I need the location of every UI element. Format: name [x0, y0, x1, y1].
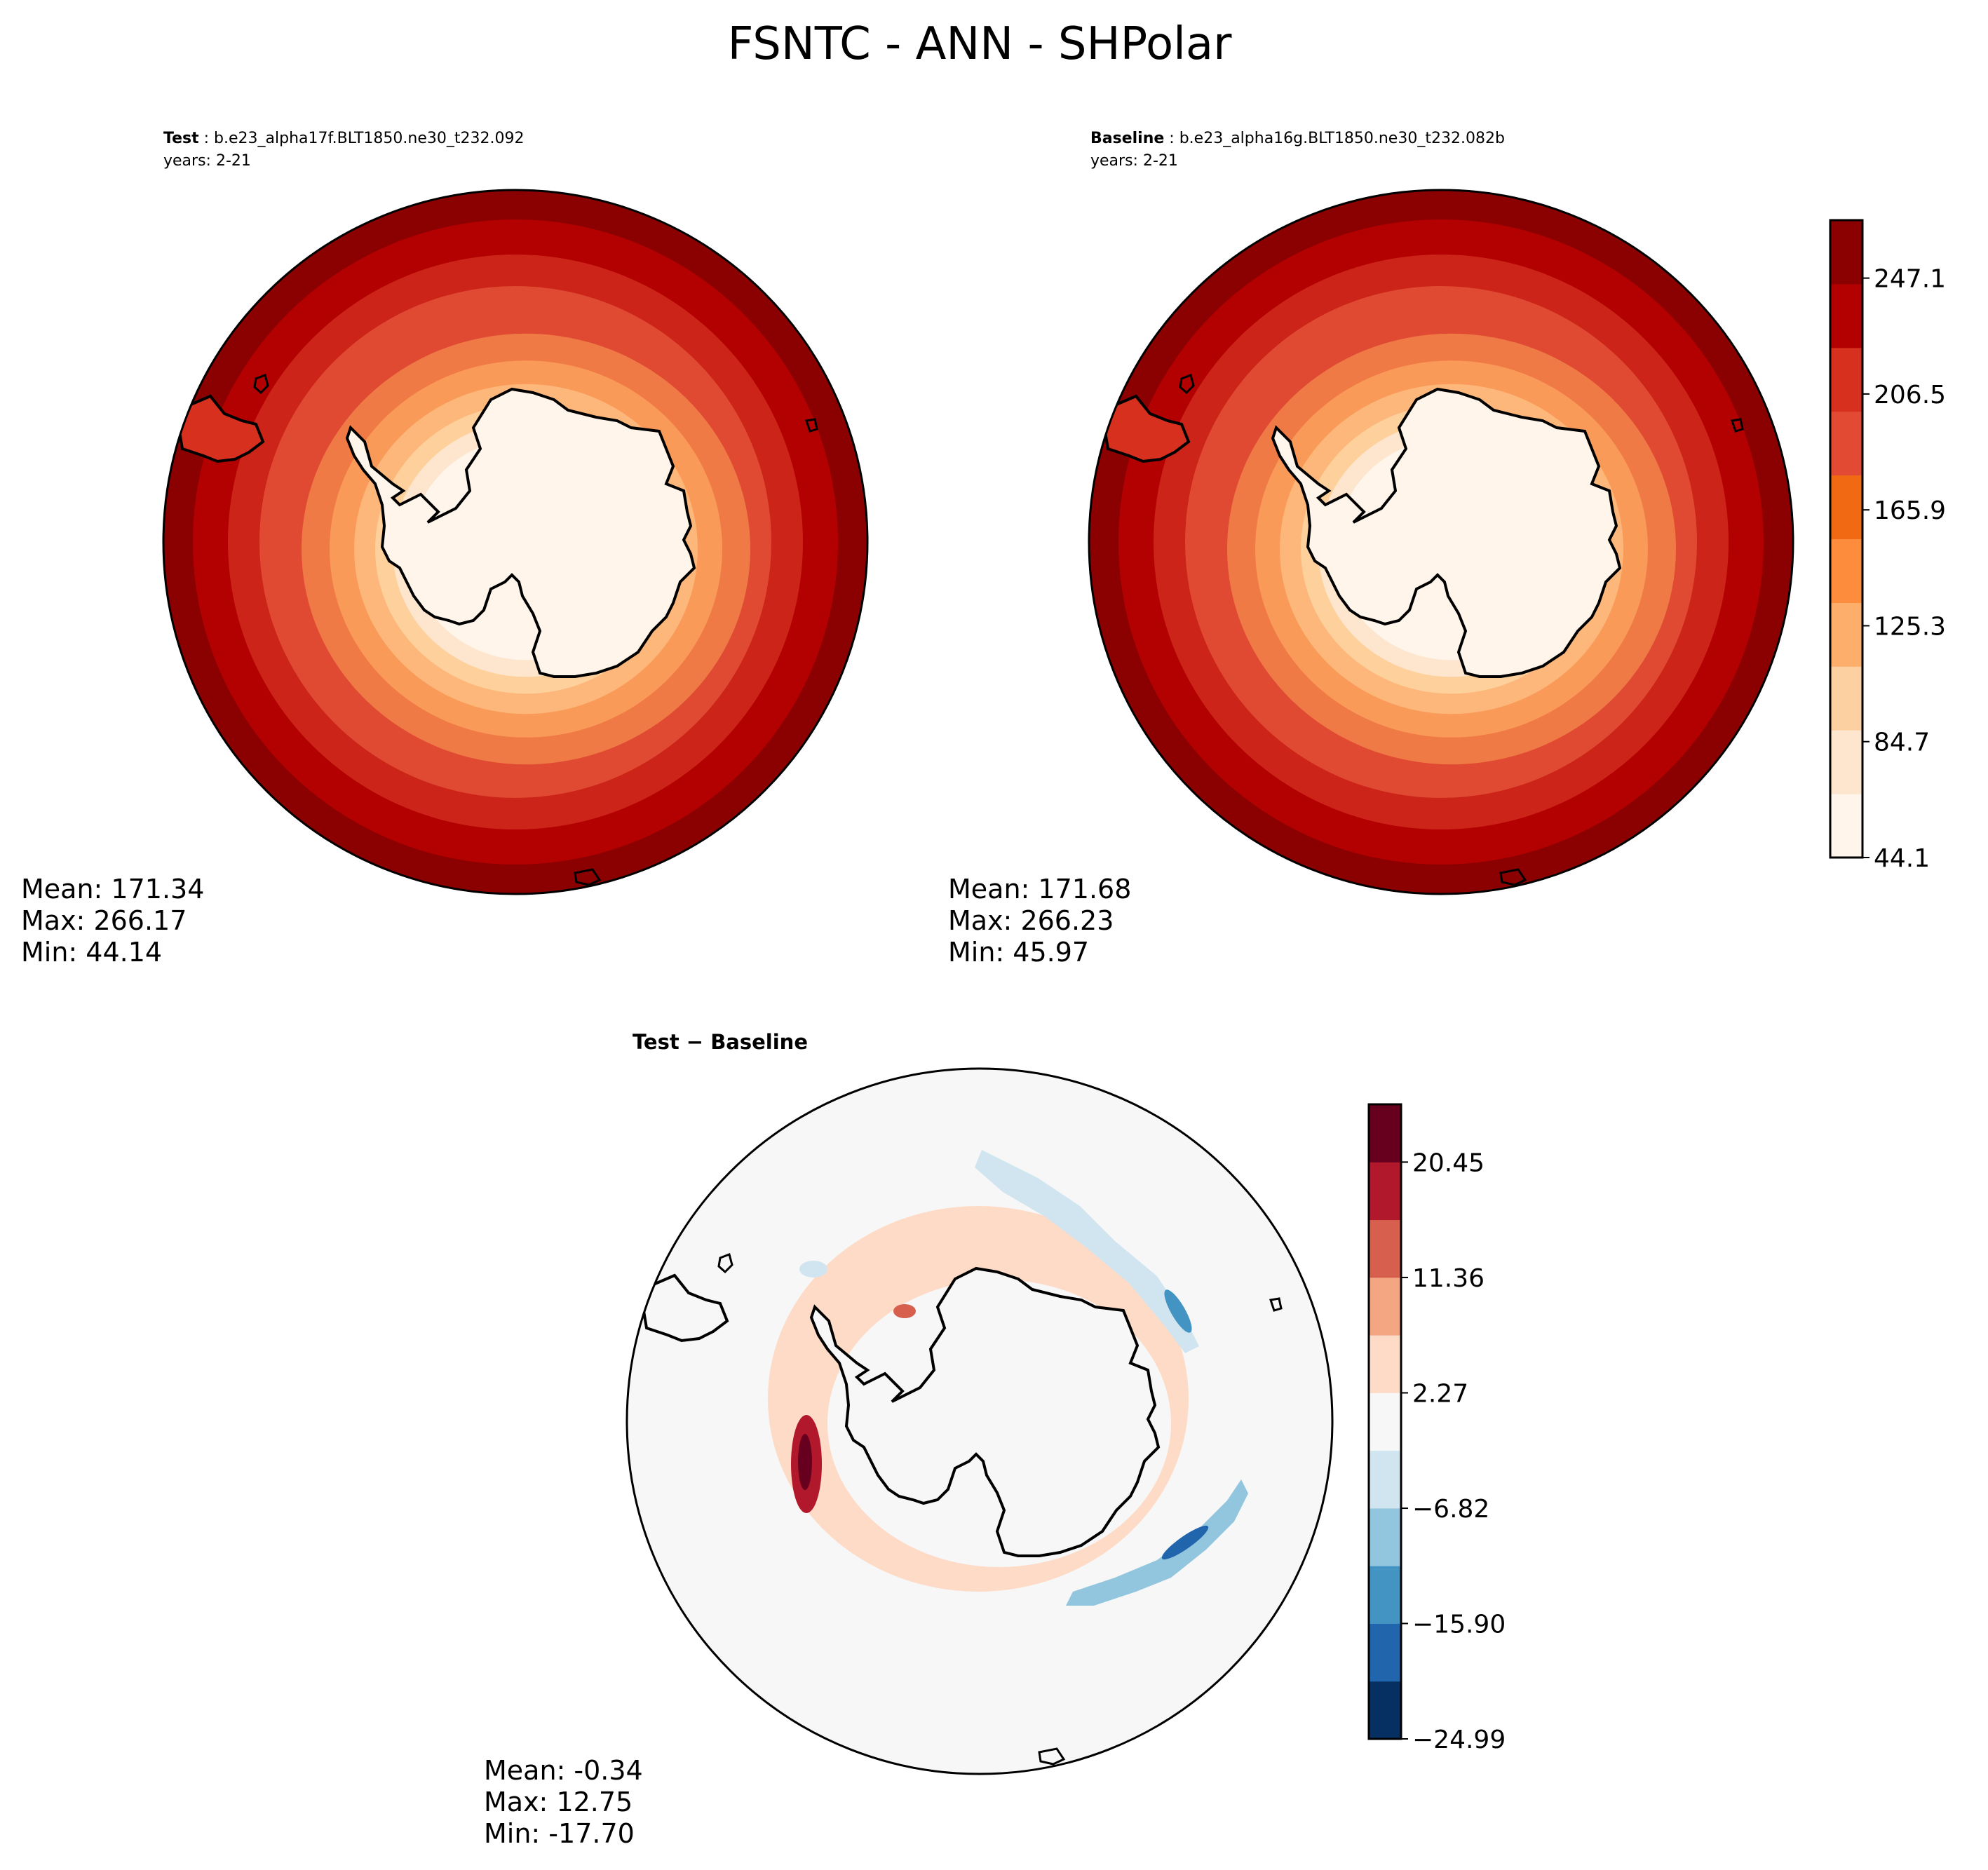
colorbar-frame — [1829, 219, 1864, 859]
svg-text:Test : b.e23_alpha17f.BL: Test : b.e23_alpha17f.BLT1850.ne30_t232.… — [163, 130, 524, 147]
colorbar-segment — [1369, 1681, 1401, 1740]
test-stat-min: Min: 44.14 — [21, 937, 162, 968]
diff-map-boundary — [626, 1067, 1334, 1775]
diff-stat-mean: Mean: -0.34 — [484, 1755, 643, 1786]
svg-text:Baseline : b.e23_alpha16: Baseline : b.e23_alpha16g.BLT1850.ne30_t… — [1090, 130, 1505, 147]
colorbar-segment — [1830, 794, 1862, 858]
baseline-label: Baseline — [1090, 130, 1164, 147]
test-label: Test — [163, 130, 199, 147]
colorbar-segment — [1369, 1393, 1401, 1451]
colorbar-segment — [1830, 730, 1862, 794]
colorbar-segment — [1830, 602, 1862, 667]
diff-stat-min: Min: -17.70 — [484, 1818, 635, 1849]
test-stat-max: Max: 266.17 — [21, 905, 187, 936]
panel-test: Test : b.e23_alpha17f.BLT1850.ne30_t232.… — [21, 130, 869, 968]
test-map — [163, 190, 867, 894]
colorbar-tick-label: −24.99 — [1412, 1726, 1506, 1754]
colorbar-segment — [1369, 1162, 1401, 1221]
diff-blob-positive-core — [893, 1304, 916, 1318]
colorbar-segment — [1369, 1507, 1401, 1566]
diff-stat-max: Max: 12.75 — [484, 1787, 633, 1817]
test-stat-mean: Mean: 171.34 — [21, 874, 204, 904]
colorbar-segment — [1369, 1450, 1401, 1509]
baseline-years: years: 2-21 — [1090, 152, 1178, 170]
diff-map — [627, 806, 1332, 1774]
colorbar-tick-label: 206.5 — [1874, 381, 1946, 409]
colorbar-tick-label: 247.1 — [1874, 265, 1946, 294]
colorbar-segment — [1830, 220, 1862, 285]
colorbar-tick-label: −6.82 — [1412, 1495, 1489, 1524]
baseline-map-boundary — [1088, 189, 1794, 895]
test-map-boundary — [162, 189, 869, 895]
colorbar-frame — [1367, 1103, 1402, 1740]
figure-title: FSNTC - ANN - SHPolar — [728, 18, 1233, 70]
baseline-case-name: : b.e23_alpha16g.BLT1850.ne30_t232.082b — [1169, 130, 1505, 147]
panel-baseline: Baseline : b.e23_alpha16g.BLT1850.ne30_t… — [948, 130, 1794, 968]
colorbar-tick-label: 84.7 — [1874, 729, 1930, 757]
diff-colorbar: −24.99 −15.90 −6.82 2.27 11.36 20.45 — [1367, 1103, 1506, 1754]
test-years: years: 2-21 — [163, 152, 251, 170]
colorbar-segment — [1369, 1104, 1401, 1163]
colorbar-tick-label: 20.45 — [1412, 1149, 1485, 1177]
colorbar-segment — [1369, 1566, 1401, 1624]
colorbar-segment — [1830, 411, 1862, 476]
baseline-stat-mean: Mean: 171.68 — [948, 874, 1131, 904]
test-case-name: : b.e23_alpha17f.BLT1850.ne30_t232.092 — [204, 130, 525, 147]
colorbar-segment — [1830, 347, 1862, 412]
diff-blob-negative-core — [1161, 1525, 1209, 1560]
colorbar-tick-label: 11.36 — [1412, 1264, 1485, 1293]
colorbar-segment — [1830, 283, 1862, 348]
diff-blob-positive — [803, 908, 845, 1027]
colorbar-segment — [1830, 666, 1862, 731]
colorbar-tick-label: 165.9 — [1874, 496, 1946, 525]
colorbar-tick-label: −15.90 — [1412, 1610, 1506, 1639]
main-colorbar: 44.1 84.7 125.3 165.9 206.5 247.1 — [1829, 219, 1946, 873]
baseline-map — [1089, 190, 1793, 894]
diff-blob-negative-core — [1164, 1289, 1192, 1333]
colorbar-segment — [1830, 475, 1862, 539]
colorbar-tick-label: 2.27 — [1412, 1379, 1468, 1408]
colorbar-segment — [1369, 1335, 1401, 1393]
diff-blob-positive-core — [798, 1434, 812, 1490]
colorbar-tick-label: 44.1 — [1874, 844, 1930, 873]
diff-title: Test − Baseline — [633, 1030, 808, 1054]
baseline-stat-max: Max: 266.23 — [948, 905, 1114, 936]
colorbar-segment — [1830, 538, 1862, 603]
colorbar-segment — [1369, 1277, 1401, 1336]
colorbar-tick-label: 125.3 — [1874, 612, 1946, 641]
colorbar-segment — [1369, 1623, 1401, 1682]
colorbar-segment — [1369, 1219, 1401, 1278]
baseline-stat-min: Min: 45.97 — [948, 937, 1089, 968]
diff-blob-positive — [817, 806, 943, 862]
panel-difference: Test − Baseline — [484, 806, 1334, 1849]
diff-blob-negative — [799, 1261, 827, 1278]
